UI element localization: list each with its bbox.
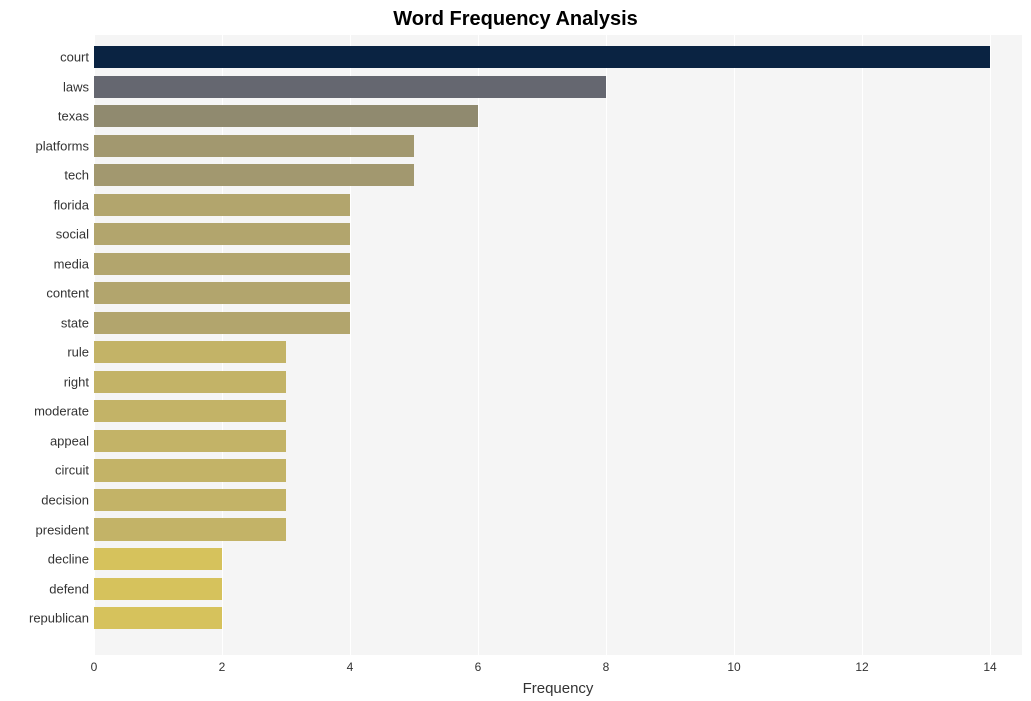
bar: [94, 282, 350, 304]
bar: [94, 312, 350, 334]
x-tick-label: 4: [347, 660, 354, 674]
bar: [94, 518, 286, 540]
bar: [94, 371, 286, 393]
bar: [94, 135, 414, 157]
plot-area: 02468101214Frequency: [94, 35, 1022, 655]
y-category-label: texas: [58, 109, 89, 124]
y-category-label: moderate: [34, 404, 89, 419]
y-category-label: social: [56, 227, 89, 242]
bar: [94, 489, 286, 511]
bar: [94, 400, 286, 422]
x-tick-label: 14: [983, 660, 996, 674]
y-category-label: rule: [67, 345, 89, 360]
gridline: [734, 35, 735, 655]
bar: [94, 223, 350, 245]
gridline: [350, 35, 351, 655]
y-category-label: laws: [63, 79, 89, 94]
x-tick-label: 0: [91, 660, 98, 674]
chart-container: Word Frequency Analysis 02468101214Frequ…: [0, 0, 1031, 701]
gridline: [990, 35, 991, 655]
x-tick-label: 2: [219, 660, 226, 674]
bar: [94, 459, 286, 481]
bar: [94, 578, 222, 600]
y-category-label: president: [36, 522, 89, 537]
bar: [94, 548, 222, 570]
bar: [94, 105, 478, 127]
bar: [94, 253, 350, 275]
y-category-label: state: [61, 315, 89, 330]
y-category-label: platforms: [36, 138, 89, 153]
gridline: [478, 35, 479, 655]
bar: [94, 46, 990, 68]
y-category-label: court: [60, 50, 89, 65]
y-category-label: republican: [29, 611, 89, 626]
x-tick-label: 6: [475, 660, 482, 674]
chart-title: Word Frequency Analysis: [0, 8, 1031, 31]
y-category-label: decline: [48, 552, 89, 567]
y-category-label: circuit: [55, 463, 89, 478]
bar: [94, 607, 222, 629]
bar: [94, 341, 286, 363]
y-category-label: content: [46, 286, 89, 301]
x-tick-label: 10: [727, 660, 740, 674]
bar: [94, 164, 414, 186]
x-tick-label: 12: [855, 660, 868, 674]
y-category-label: defend: [49, 581, 89, 596]
y-category-label: florida: [54, 197, 89, 212]
y-category-label: appeal: [50, 433, 89, 448]
bar: [94, 194, 350, 216]
y-category-label: right: [64, 374, 89, 389]
bar: [94, 430, 286, 452]
y-category-label: tech: [64, 168, 89, 183]
y-category-label: decision: [41, 493, 89, 508]
x-tick-label: 8: [603, 660, 610, 674]
x-axis-label: Frequency: [94, 680, 1022, 697]
bar: [94, 76, 606, 98]
y-category-label: media: [54, 256, 89, 271]
gridline: [862, 35, 863, 655]
gridline: [606, 35, 607, 655]
